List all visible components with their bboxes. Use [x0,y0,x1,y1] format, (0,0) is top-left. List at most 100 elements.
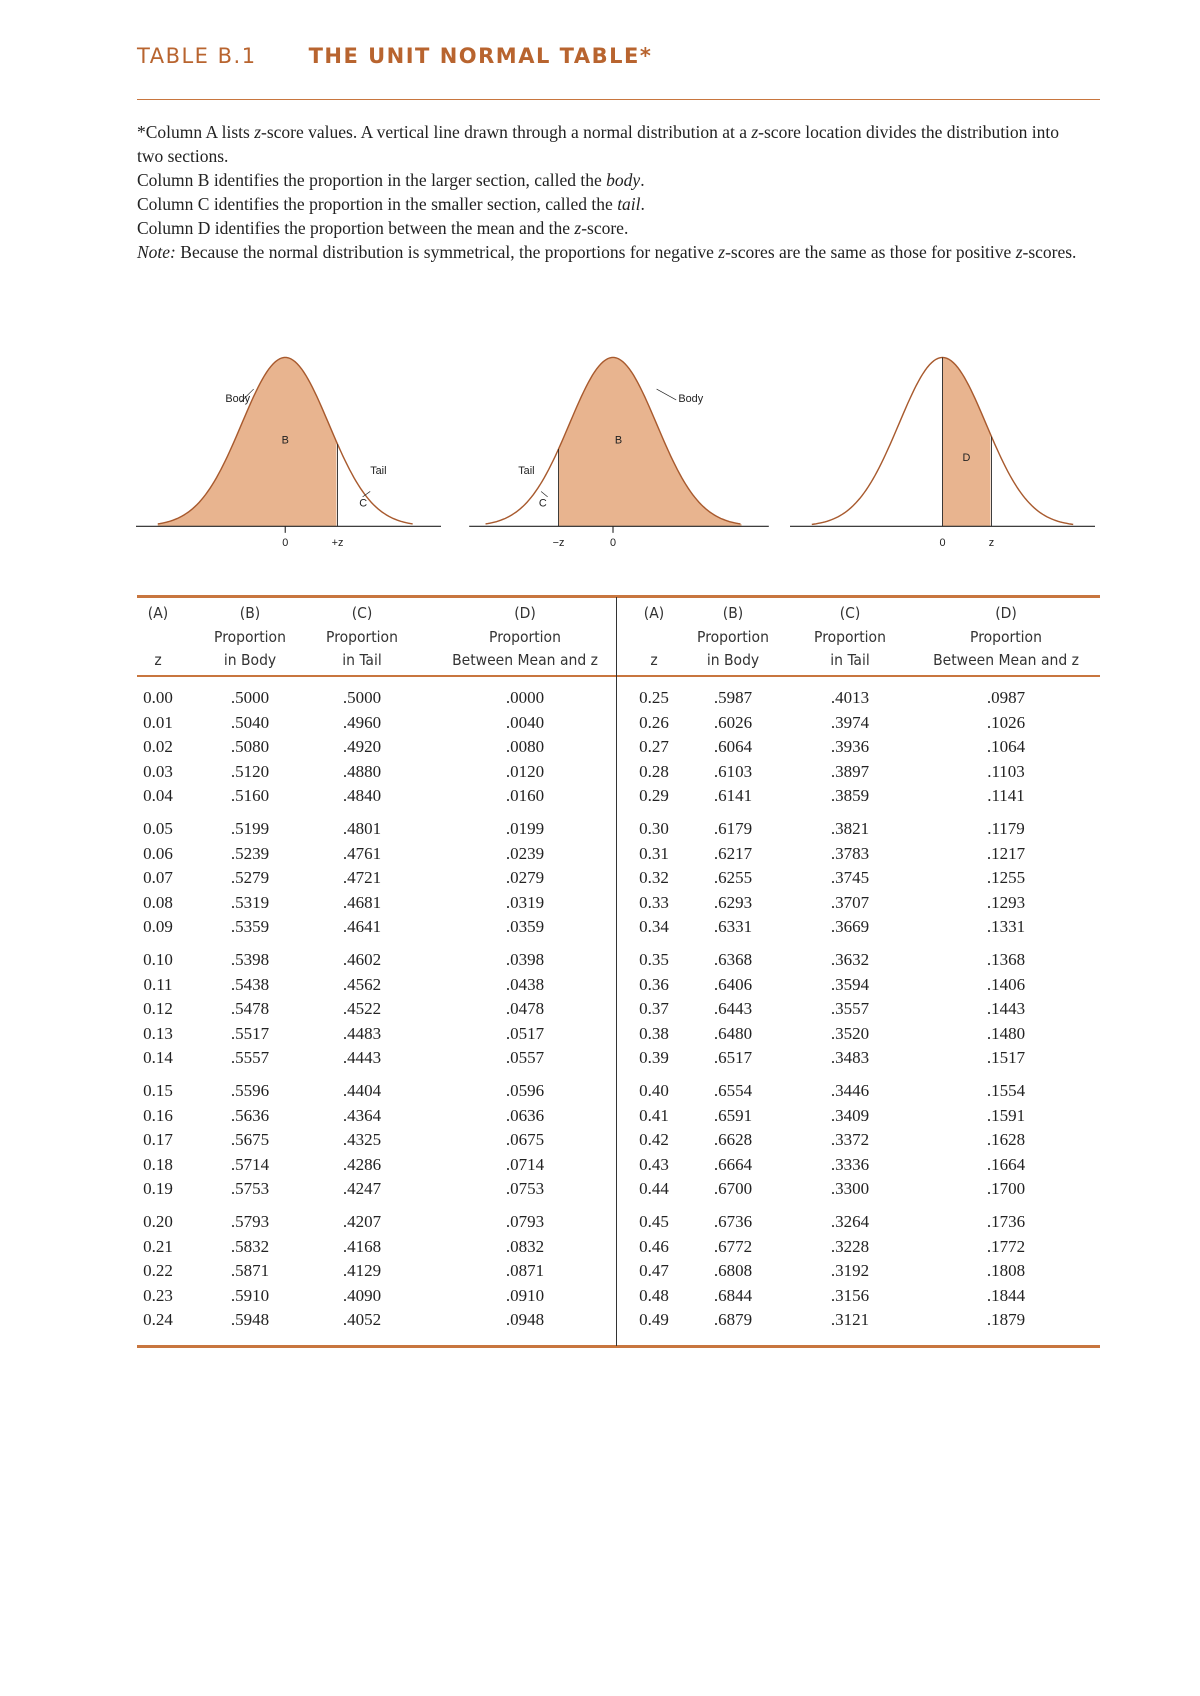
table-cell: .5199 [230,819,270,838]
table-cell: .6591 [713,1105,753,1125]
table-cell: .3192 [830,1261,870,1281]
note-italic: tail [617,194,641,214]
table-cell: .5000 [342,688,382,707]
table-cell: .4960 [342,712,382,732]
table-cell: .4840 [342,786,382,806]
table-cell: .3121 [830,1310,870,1330]
header: TABLE B.1 THE UNIT NORMAL TABLE* [137,44,652,68]
table-cell: .1844 [986,1285,1026,1305]
table-cell: 0.08 [143,892,173,912]
table-cell: .6103 [713,761,753,781]
table-cell: .3228 [830,1236,870,1256]
tail-label: Tail [518,465,534,477]
table-cell: .5832 [230,1236,270,1256]
table-cell: .4641 [342,917,382,937]
mean-label: 0 [282,537,288,549]
table-cell: .4364 [342,1105,382,1125]
note-italic: Note: [137,242,176,262]
body-label: Body [678,393,703,405]
notes: *Column A lists z-score values. A vertic… [137,120,1087,264]
table-cell: .3669 [830,917,870,937]
table-cell: .5080 [230,737,270,757]
table-cell: .1255 [986,868,1026,888]
normal-curve [157,356,413,525]
table-cell: 0.23 [143,1285,173,1305]
diagram-tail-body: Body B Tail C −z 0 [469,356,769,549]
table-top-rule [137,595,1100,598]
shaded-area [558,357,742,527]
note-italic: body [606,170,641,190]
column-heading: in Body [706,651,760,669]
table-cell: .6217 [713,843,753,863]
table-cell: .5120 [230,761,270,781]
table-cell: .0080 [505,737,545,757]
table-cell: .6844 [713,1285,753,1305]
table-cell: .0000 [505,688,545,707]
table-cell: 0.27 [639,737,669,757]
note-text: -scores. [1022,242,1077,262]
tail-area-label: C [539,498,547,510]
table-cell: .6554 [713,1081,753,1100]
table-cell: .1736 [986,1212,1026,1231]
table-cell: .5160 [230,786,270,806]
table-cell: 0.19 [143,1179,173,1199]
leader [362,491,371,498]
header-rule [137,99,1100,100]
note: Column D identifies the proportion betwe… [137,216,1087,240]
table-cell: 0.07 [143,868,173,888]
column-heading: Proportion [489,628,561,646]
table-cell: .6664 [713,1154,753,1174]
table-cell: .4681 [342,892,382,912]
table-cell: 0.41 [639,1105,669,1125]
table-cell: .6293 [713,892,753,912]
table-cell: 0.42 [639,1130,669,1150]
table-title: THE UNIT NORMAL TABLE* [308,44,653,68]
table-cell: .5948 [230,1310,270,1330]
table-cell: .1064 [986,737,1026,757]
table-cell: 0.33 [639,892,669,912]
table-cell: .1700 [986,1179,1026,1199]
table-cell: .5517 [230,1023,270,1043]
note-italic: z [254,122,261,142]
note-text: -score. [581,218,629,238]
column-heading: Proportion [814,628,886,646]
table-cell: .0398 [505,950,545,969]
column-heading: Between Mean and z [452,651,598,669]
table-cell: .3897 [830,761,870,781]
table-cell: .4801 [342,819,382,838]
table-cell: 0.39 [639,1048,669,1068]
table-cell: 0.05 [143,819,173,838]
table-cell: .5753 [230,1179,270,1199]
table-cell: 0.00 [143,688,173,707]
tail-label: Tail [370,465,386,477]
table-cell: .5636 [230,1105,270,1125]
column-heading: z [154,651,162,669]
table-cell: .1217 [986,843,1026,863]
table-cell: .1026 [986,712,1026,732]
table-cell: .3300 [830,1179,870,1199]
note-text: -score values. A vertical line drawn thr… [261,122,752,142]
note-text: Because the normal distribution is symme… [175,242,719,262]
mean-label: 0 [610,537,616,549]
table-cell: .4207 [342,1212,382,1231]
table-cell: .0120 [505,761,545,781]
diagram-body-tail: Body B Tail C 0 +z [136,356,441,549]
table-cell: .1591 [986,1105,1026,1125]
table-cell: .0239 [505,843,545,863]
table-cell: 0.48 [639,1285,669,1305]
table-cell: .1664 [986,1154,1026,1174]
table-cell: .4602 [342,950,382,969]
table-cell: .3974 [830,712,870,732]
score-label: +z [332,537,344,549]
score-label: −z [553,537,565,549]
column-divider [616,597,617,1346]
note-text: . [640,194,645,214]
table-cell: 0.47 [639,1261,669,1281]
table-cell: 0.32 [639,868,669,888]
table-cell: .0319 [505,892,545,912]
table-cell: .4013 [830,688,870,707]
table-cell: .1368 [986,950,1026,969]
column-letter: (B) [239,604,261,622]
column-letter: (A) [147,604,169,622]
table-cell: .1480 [986,1023,1026,1043]
